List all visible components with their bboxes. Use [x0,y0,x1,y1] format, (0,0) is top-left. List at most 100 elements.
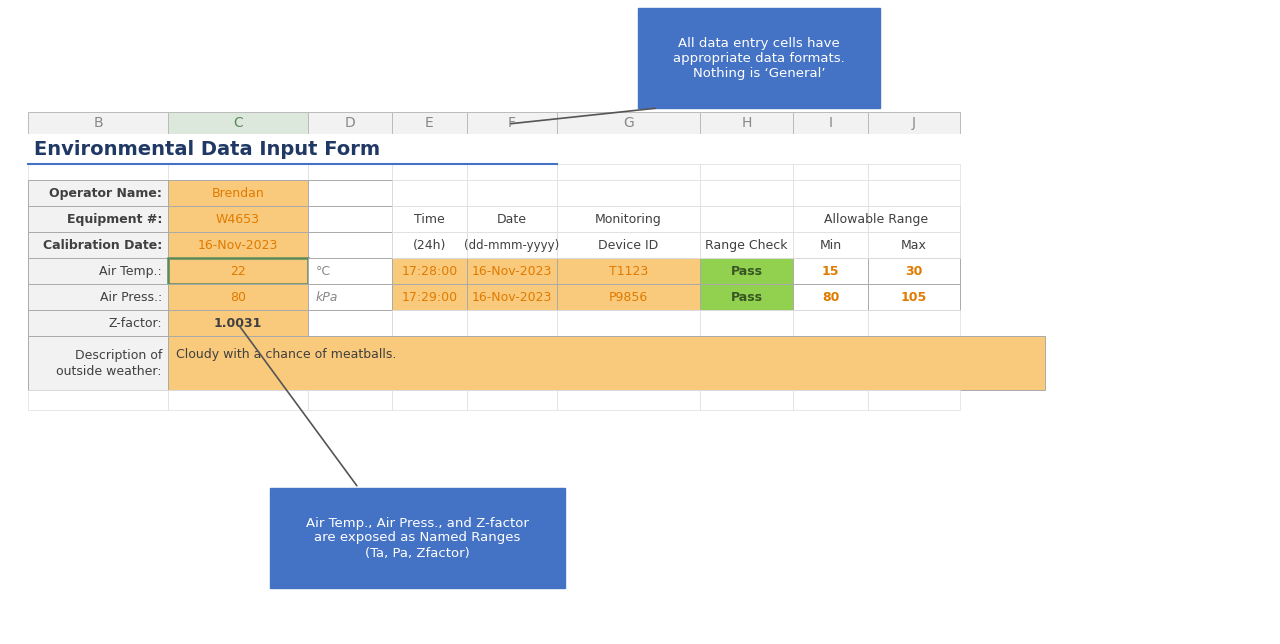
Text: T1123: T1123 [609,265,648,278]
Bar [308,180,392,206]
Text: 16-Nov-2023: 16-Nov-2023 [472,290,552,303]
Bar [392,112,467,134]
Bar [794,258,868,284]
Text: 1.0031: 1.0031 [214,316,262,330]
Bar [308,284,392,310]
Bar [700,284,794,310]
Bar [467,164,557,180]
Bar [557,232,700,258]
Bar [392,206,467,232]
Text: Min: Min [819,238,841,252]
Text: Allowable Range: Allowable Range [824,213,928,225]
Bar [168,164,308,180]
Text: Date: Date [497,213,527,225]
Bar [168,284,308,310]
Bar [557,112,700,134]
Text: 17:29:00: 17:29:00 [402,290,457,303]
Bar [700,180,794,206]
Bar [868,310,960,336]
Text: F: F [508,116,516,130]
Bar [28,206,168,232]
Bar [700,390,794,410]
Text: Calibration Date:: Calibration Date: [42,238,163,252]
Text: Brendan: Brendan [211,187,265,200]
Bar [700,232,794,258]
Bar [700,232,794,258]
Bar [467,206,557,232]
Text: Environmental Data Input Form: Environmental Data Input Form [35,140,380,158]
Bar [308,232,392,258]
Text: 16-Nov-2023: 16-Nov-2023 [472,265,552,278]
Bar [168,206,308,232]
Bar [168,258,308,284]
Bar [794,206,868,232]
Bar [392,232,467,258]
Bar [868,180,960,206]
Bar [557,258,700,284]
Text: P9856: P9856 [609,290,648,303]
Bar [28,112,168,134]
Bar [794,232,868,258]
Bar [392,180,467,206]
Text: I: I [828,116,832,130]
Bar [28,134,1044,164]
Text: 80: 80 [230,290,246,303]
Bar [467,258,557,284]
Bar [392,164,467,180]
Bar [868,284,960,310]
Text: 15: 15 [822,265,840,278]
Text: Air Temp.:: Air Temp.: [100,265,163,278]
Bar [700,310,794,336]
Bar [557,232,700,258]
Bar [168,336,1044,390]
Bar [308,164,392,180]
Bar [794,180,868,206]
Text: Air Press.:: Air Press.: [100,290,163,303]
Bar [308,206,392,232]
Text: 30: 30 [905,265,923,278]
Bar [467,284,557,310]
Text: E: E [425,116,434,130]
Text: Time: Time [415,213,445,225]
Text: Z-factor:: Z-factor: [109,316,163,330]
Bar [868,232,960,258]
Text: Max: Max [901,238,927,252]
Bar [700,112,794,134]
Bar [392,206,467,232]
Bar [794,284,868,310]
Bar [28,164,168,180]
Bar [467,206,557,232]
Bar [700,164,794,180]
Bar [557,390,700,410]
Bar [168,180,308,206]
Bar [467,310,557,336]
Bar [308,112,392,134]
Bar [28,258,168,284]
Text: Operator Name:: Operator Name: [49,187,163,200]
Bar [467,232,557,258]
Bar [168,232,308,258]
Bar [467,180,557,206]
Text: 22: 22 [230,265,246,278]
Bar [28,390,168,410]
Text: H: H [741,116,751,130]
Bar [28,180,168,206]
Text: °C: °C [316,265,332,278]
Text: kPa: kPa [316,290,338,303]
Text: Device ID: Device ID [598,238,659,252]
Text: Cloudy with a chance of meatballs.: Cloudy with a chance of meatballs. [177,348,397,361]
Bar [28,232,168,258]
Bar [557,206,700,232]
Text: Pass: Pass [731,290,763,303]
Bar [794,232,868,258]
Bar [637,8,881,108]
Text: Equipment #:: Equipment #: [67,213,163,225]
Bar [868,232,960,258]
Text: (dd-mmm-yyyy): (dd-mmm-yyyy) [465,238,559,252]
Text: Description of: Description of [74,348,163,361]
Bar [557,206,700,232]
Bar [700,258,794,284]
Bar [557,164,700,180]
Bar [467,390,557,410]
Bar [28,336,168,390]
